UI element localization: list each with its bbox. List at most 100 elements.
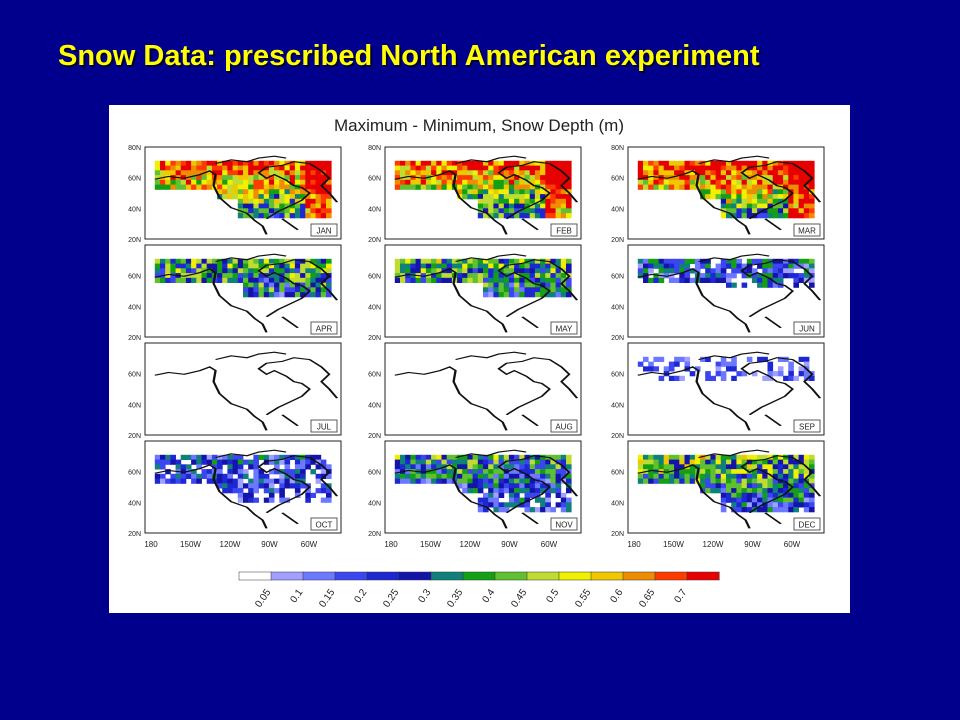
snow-cell	[170, 473, 176, 479]
snow-cell	[653, 464, 659, 470]
snow-cell	[700, 483, 706, 489]
snow-cell	[809, 198, 815, 204]
snow-cell	[201, 263, 208, 269]
snow-cell	[300, 258, 306, 264]
snow-cell	[772, 203, 779, 209]
snow-cell	[237, 488, 244, 494]
snow-cell	[798, 492, 805, 498]
snow-cell	[320, 287, 327, 293]
snow-cell	[217, 454, 223, 460]
snow-cell	[222, 179, 228, 185]
snow-cell	[658, 268, 665, 274]
snow-cell	[751, 258, 758, 264]
snow-cell	[206, 268, 213, 274]
month-label: FEB	[556, 227, 572, 236]
snow-cell	[793, 203, 799, 209]
snow-cell	[514, 273, 520, 279]
snow-cell	[274, 194, 280, 200]
snow-cell	[222, 454, 228, 460]
snow-cell	[757, 273, 763, 279]
snow-cell	[710, 273, 716, 279]
snow-cell	[741, 175, 748, 181]
snow-cell	[436, 454, 442, 460]
snow-cell	[710, 170, 716, 176]
snow-cell	[503, 198, 510, 204]
snow-cell	[783, 263, 789, 269]
snow-cell	[679, 469, 685, 475]
snow-cell	[415, 258, 422, 264]
snow-cell	[555, 282, 562, 288]
snow-cell	[410, 268, 416, 274]
snow-cell	[658, 464, 665, 470]
snow-cell	[310, 277, 316, 283]
snow-cell	[746, 208, 753, 214]
snow-cell	[566, 282, 572, 288]
snow-cell	[720, 454, 727, 460]
snow-cell	[540, 478, 546, 484]
snow-cell	[196, 273, 202, 279]
snow-cell	[263, 478, 270, 484]
snow-cell	[767, 179, 774, 185]
snow-cell	[227, 483, 233, 489]
snow-cell	[227, 258, 233, 264]
snow-cell	[534, 170, 541, 176]
snow-cell	[524, 507, 531, 513]
snow-cell	[310, 268, 316, 274]
snow-cell	[201, 179, 208, 185]
snow-cell	[263, 179, 270, 185]
snow-cell	[643, 464, 649, 470]
snow-cell	[289, 268, 296, 274]
snow-cell	[415, 464, 422, 470]
snow-cell	[809, 184, 815, 190]
snow-cell	[648, 464, 654, 470]
snow-cell	[798, 454, 805, 460]
snow-cell	[637, 184, 644, 190]
snow-cell	[550, 194, 556, 200]
snow-cell	[767, 273, 774, 279]
snow-cell	[263, 258, 270, 264]
snow-cell	[431, 464, 437, 470]
snow-cell	[263, 208, 270, 214]
snow-cell	[488, 454, 494, 460]
snow-cell	[206, 160, 213, 166]
snow-cell	[736, 198, 742, 204]
snow-cell	[493, 208, 499, 214]
snow-cell	[514, 488, 520, 494]
snow-cell	[798, 497, 805, 503]
snow-cell	[710, 165, 716, 171]
snow-cell	[705, 175, 711, 181]
snow-cell	[705, 454, 711, 460]
snow-cell	[320, 263, 327, 269]
snow-cell	[540, 454, 546, 460]
snow-cell	[534, 213, 541, 219]
snow-cell	[477, 175, 484, 181]
snow-cell	[217, 464, 223, 470]
month-label: JUN	[799, 325, 815, 334]
snow-cell	[545, 184, 551, 190]
snow-cell	[191, 473, 197, 479]
snow-cell	[514, 497, 520, 503]
snow-cell	[253, 287, 259, 293]
snow-cell	[405, 277, 411, 283]
lat-tick-label: 20N	[128, 237, 141, 244]
snow-cell	[472, 277, 479, 283]
snow-cell	[441, 263, 448, 269]
snow-cell	[315, 184, 322, 190]
snow-cell	[284, 464, 291, 470]
snow-cell	[310, 203, 316, 209]
snow-cell	[279, 492, 285, 498]
snow-cell	[405, 268, 411, 274]
snow-cell	[777, 208, 784, 214]
snow-cell	[315, 282, 322, 288]
snow-cell	[555, 488, 562, 494]
snow-cell	[679, 179, 685, 185]
snow-cell	[503, 258, 510, 264]
snow-cell	[637, 179, 644, 185]
snow-cell	[310, 208, 316, 214]
snow-cell	[534, 208, 541, 214]
snow-cell	[798, 473, 805, 479]
snow-cell	[720, 268, 727, 274]
snow-cell	[503, 184, 510, 190]
snow-cell	[222, 184, 228, 190]
snow-cell	[648, 263, 654, 269]
